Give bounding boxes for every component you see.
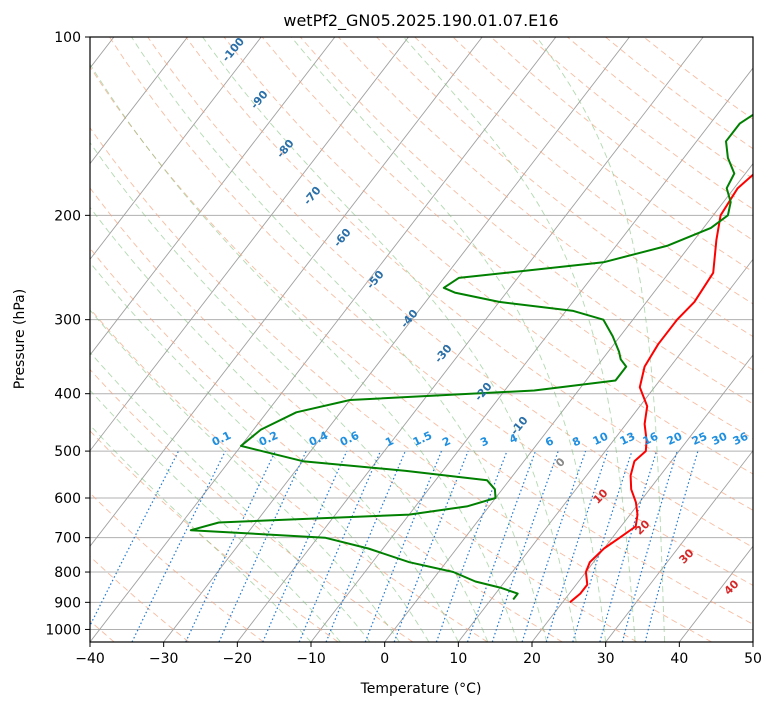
mixing-ratio-line	[90, 450, 180, 628]
mixing-ratio-label: 16	[641, 430, 661, 448]
isotherm-line	[90, 37, 262, 261]
x-axis-ticks: −40 −30 −20 −10 0 10 20 30 40 50	[75, 642, 762, 667]
mixing-ratio-line	[545, 450, 609, 642]
dry-adiabat-line	[90, 247, 563, 642]
moist-adiabat-line	[90, 261, 430, 642]
mixing-ratio-line	[298, 450, 382, 642]
x-tick-label: 30	[597, 651, 615, 667]
x-tick-label: −30	[149, 651, 179, 667]
y-tick-label: 600	[54, 491, 81, 507]
x-tick-label: −10	[296, 651, 326, 667]
dry-adiabat-line	[90, 555, 190, 642]
x-tick-label: 0	[380, 651, 389, 667]
mixing-ratio-line	[364, 450, 443, 642]
x-tick-label: 50	[744, 651, 762, 667]
mixing-ratio-line	[131, 450, 226, 642]
y-tick-label: 1000	[45, 622, 81, 638]
dry-adiabat-line	[90, 126, 712, 642]
y-axis-ticks: 100 200 300 400 500 600 700 800 900 1000	[45, 30, 90, 638]
moist-adiabat-line	[202, 37, 577, 642]
chart-title: wetPf2_GN05.2025.190.01.07.E16	[283, 11, 558, 31]
mixing-ratio-line	[466, 450, 537, 642]
mixing-ratio-line	[325, 450, 406, 642]
dry-adiabat-line	[90, 430, 339, 642]
dry-adiabat-line	[338, 37, 753, 371]
temperature-profile-line	[569, 173, 753, 604]
x-tick-label: 10	[449, 651, 467, 667]
isotherm-line	[605, 449, 753, 642]
y-tick-label: 700	[54, 531, 81, 547]
isotherm-line	[384, 162, 753, 642]
dry-adiabat-line	[376, 37, 753, 338]
mixing-ratio-label: 10	[591, 430, 611, 448]
isotherm-line	[531, 354, 753, 642]
mixing-ratio-label: 36	[731, 430, 751, 448]
isotherm-line	[163, 37, 630, 642]
mixing-ratio-line	[262, 450, 348, 642]
x-tick-label: −20	[223, 651, 253, 667]
background-lines	[90, 37, 753, 642]
moist-adiabat-line	[403, 37, 636, 642]
moist-adiabat-line	[90, 141, 489, 642]
x-tick-label: 20	[523, 651, 541, 667]
mixing-ratio-label: 20	[665, 430, 685, 448]
y-tick-label: 100	[54, 30, 81, 46]
mixing-ratio-line	[521, 450, 587, 642]
mixing-ratio-line	[435, 450, 508, 642]
y-tick-label: 300	[54, 313, 81, 329]
y-tick-label: 900	[54, 595, 81, 611]
dry-adiabat-line	[109, 37, 753, 586]
mixing-ratio-line	[599, 450, 658, 642]
isotherm-line	[752, 641, 753, 642]
isotherm-line	[457, 258, 753, 642]
moist-adiabat-line	[90, 309, 400, 642]
moist-adiabat-line	[90, 63, 518, 642]
dry-adiabat-line	[185, 37, 753, 511]
y-tick-label: 500	[54, 444, 81, 460]
mixing-ratio-line	[621, 450, 678, 642]
plot-background	[90, 37, 753, 642]
isotherm-line	[90, 37, 336, 356]
y-tick-label: 400	[54, 387, 81, 403]
dewpoint-profile-line	[189, 113, 753, 601]
mixing-ratio-label: 30	[710, 430, 730, 448]
mixing-ratio-label: 13	[618, 430, 637, 448]
moist-adiabat-line	[90, 424, 312, 642]
y-tick-label: 800	[54, 565, 81, 581]
y-axis-label: Pressure (hPa)	[12, 289, 28, 389]
moist-adiabat-line	[536, 37, 666, 642]
x-tick-label: −40	[75, 651, 105, 667]
isotherm-line	[236, 37, 704, 642]
dry-adiabat-line	[90, 187, 638, 642]
dry-adiabat-line	[90, 66, 753, 625]
isotherm-line	[90, 37, 557, 642]
mixing-ratio-label: 25	[690, 430, 709, 448]
moist-adiabat-line	[291, 37, 607, 642]
isotherm-line	[90, 37, 483, 548]
dry-adiabat-line	[299, 37, 753, 405]
y-tick-label: 200	[54, 208, 81, 224]
plot-frame	[89, 36, 754, 643]
dry-adiabat-line	[147, 37, 753, 548]
sounding-profiles	[189, 113, 753, 604]
dry-adiabat-line	[90, 307, 488, 642]
mixing-ratio-line	[491, 450, 559, 642]
x-tick-label: 40	[670, 651, 688, 667]
mixing-ratio-line	[644, 450, 699, 642]
isotherm-line	[90, 37, 188, 165]
moist-adiabat-line	[90, 351, 371, 642]
x-axis-label: Temperature (°C)	[360, 681, 482, 697]
mixing-ratio-line	[393, 450, 469, 642]
dry-adiabat-line	[414, 37, 753, 305]
mixing-ratio-line	[572, 450, 633, 642]
isotherm-line	[90, 37, 409, 452]
dry-adiabat-line	[90, 368, 414, 642]
